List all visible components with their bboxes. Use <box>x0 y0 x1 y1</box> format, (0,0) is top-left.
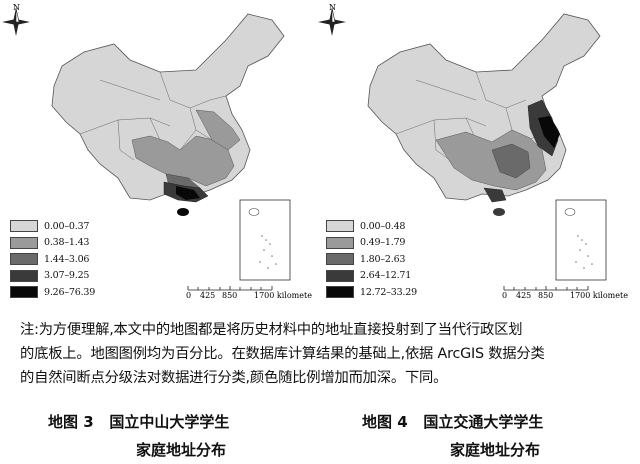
choropleth-map: N <box>2 3 312 300</box>
map-panel-zhongshan: N <box>0 0 312 300</box>
scale-bar: 0 425 850 1700 kilometers <box>186 286 312 300</box>
inset-islands <box>259 235 277 269</box>
caption-map-3: 地图 3 国立中山大学学生 家庭地址分布 <box>48 408 229 464</box>
caption-subtitle: 家庭地址分布 <box>450 441 541 459</box>
north-arrow-icon <box>2 7 30 36</box>
svg-text:425: 425 <box>516 291 531 300</box>
legend-item: 0.38–1.43 <box>10 235 95 252</box>
map-note: 注:为方便理解,本文中的地图都是将历史材料中的地址直接投射到了当代行政区划 的底… <box>20 318 632 390</box>
svg-text:425: 425 <box>200 291 215 300</box>
region-class-2 <box>131 135 235 187</box>
caption-number: 地图 4 <box>362 413 408 431</box>
legend-item: 0.00–0.37 <box>10 218 95 235</box>
svg-text:1700 kilometers: 1700 kilometers <box>570 291 628 300</box>
legend-item: 9.26–76.39 <box>10 284 95 301</box>
caption-title: 国立中山大学学生 <box>109 413 230 431</box>
legend-item: 1.44–3.06 <box>10 251 95 268</box>
caption-number: 地图 3 <box>48 413 94 431</box>
region-class-5 <box>176 186 200 200</box>
legend-item: 1.80–2.63 <box>326 251 417 268</box>
caption-map-4: 地图 4 国立交通大学学生 家庭地址分布 <box>362 408 543 464</box>
svg-text:1700 kilometers: 1700 kilometers <box>254 291 312 300</box>
svg-text:0: 0 <box>186 291 191 300</box>
region-class-4b <box>483 187 507 203</box>
legend: 0.00–0.48 0.49–1.79 1.80–2.63 2.64–12.71… <box>326 218 417 301</box>
legend-item: 0.00–0.48 <box>326 218 417 235</box>
south-sea-inset <box>555 199 607 281</box>
legend: 0.00–0.37 0.38–1.43 1.44–3.06 3.07–9.25 … <box>10 218 95 301</box>
legend-item: 0.49–1.79 <box>326 235 417 252</box>
north-label: N <box>13 3 20 12</box>
scale-bar: 0 425 850 1700 kilometers <box>502 286 628 300</box>
region-class-2b <box>195 109 241 151</box>
note-line-1: 注:为方便理解,本文中的地图都是将历史材料中的地址直接投射到了当代行政区划 <box>20 322 523 338</box>
legend-item: 12.72–33.29 <box>326 284 417 301</box>
inset-islands <box>575 235 593 269</box>
svg-text:0: 0 <box>502 291 507 300</box>
svg-text:850: 850 <box>222 291 237 300</box>
note-line-2: 的底板上。地图图例均为百分比。在数据库计算结果的基础上,依据 ArcGIS 数据… <box>20 346 545 362</box>
hainan-island <box>177 208 189 216</box>
map-panel-jiaotong: N <box>316 0 628 300</box>
choropleth-map: N <box>318 3 628 300</box>
hainan-island <box>493 208 505 216</box>
legend-item: 2.64–12.71 <box>326 268 417 285</box>
north-arrow-icon <box>318 7 346 36</box>
svg-text:850: 850 <box>538 291 553 300</box>
note-line-3: 的自然间断点分级法对数据进行分类,颜色随比例增加而加深。下同。 <box>20 370 448 386</box>
legend-item: 3.07–9.25 <box>10 268 95 285</box>
north-label: N <box>329 3 336 12</box>
caption-subtitle: 家庭地址分布 <box>136 441 227 459</box>
region-class-5 <box>538 116 560 148</box>
caption-title: 国立交通大学学生 <box>423 413 544 431</box>
region-class-3 <box>491 143 531 179</box>
south-sea-inset <box>239 199 291 281</box>
